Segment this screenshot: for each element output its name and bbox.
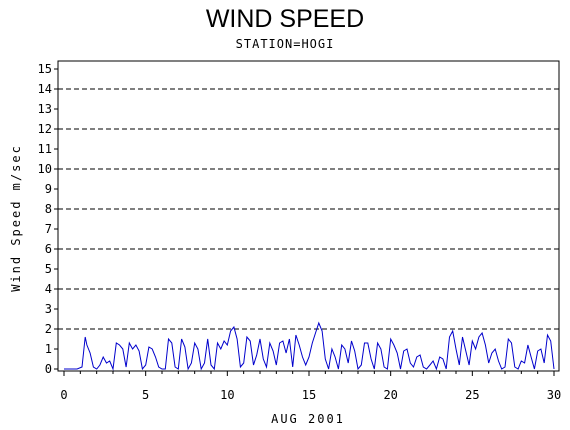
series-line xyxy=(64,321,555,371)
x-tick-label: 10 xyxy=(220,388,234,402)
y-tick-label: 13 xyxy=(38,102,52,116)
y-tick-label: 11 xyxy=(38,142,52,156)
x-tick-label: 5 xyxy=(142,388,149,402)
y-tick-label: 5 xyxy=(45,262,52,276)
y-tick-label: 12 xyxy=(38,122,52,136)
y-tick-label: 14 xyxy=(38,82,52,96)
chart-title: WIND SPEED xyxy=(205,5,365,33)
series-layer xyxy=(64,321,555,371)
y-tick-label: 1 xyxy=(45,342,52,356)
x-tick-label: 20 xyxy=(383,388,397,402)
plot-frame xyxy=(57,60,560,372)
y-tick-label: 15 xyxy=(38,62,52,76)
x-tick-label: 30 xyxy=(547,388,561,402)
x-axis-label: AUG 2001 xyxy=(271,412,345,426)
grid-layer xyxy=(58,88,559,330)
y-tick-label: 0 xyxy=(45,362,52,376)
y-axis-label: Wind Speed m/sec xyxy=(9,144,23,292)
x-tick-label: 0 xyxy=(60,388,67,402)
x-tick-label: 15 xyxy=(302,388,316,402)
chart-subtitle: STATION=HOGI xyxy=(235,37,335,51)
y-tick-label: 10 xyxy=(38,162,52,176)
y-tick-label: 6 xyxy=(45,242,52,256)
y-tick-label: 3 xyxy=(45,302,52,316)
x-ticks: 0 5 10 15 20 25 30 xyxy=(60,371,561,402)
y-tick-label: 7 xyxy=(45,222,52,236)
y-tick-label: 4 xyxy=(45,282,52,296)
y-tick-label: 9 xyxy=(45,182,52,196)
x-tick-label: 25 xyxy=(465,388,479,402)
y-tick-label: 8 xyxy=(45,202,52,216)
y-tick-label: 2 xyxy=(45,322,52,336)
